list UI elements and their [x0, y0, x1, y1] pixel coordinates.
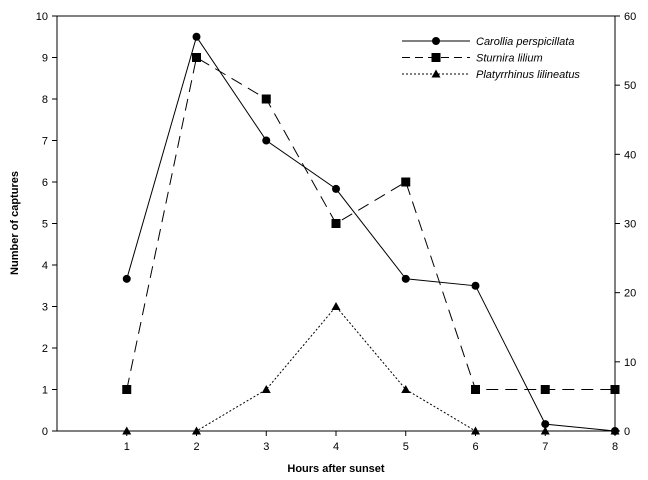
- right-tick-label: 10: [624, 357, 636, 369]
- x-axis-ticks: 1 2 3 4 5 6 7 8: [124, 431, 618, 453]
- right-tick-label: 40: [624, 149, 636, 161]
- x-axis-label: Hours after sunset: [287, 463, 385, 475]
- left-y-axis-ticks: 0 1 2 3 4 5 6 7 8 9 10: [36, 11, 57, 438]
- left-tick-label: 7: [42, 136, 48, 148]
- data-point: [541, 420, 550, 429]
- right-tick-label: 60: [624, 11, 636, 23]
- right-tick-label: 20: [624, 288, 636, 300]
- data-point: [331, 219, 341, 228]
- x-tick-label: 8: [612, 441, 618, 453]
- right-y-axis-ticks: 0 10 20 30 40 50 60: [615, 11, 636, 438]
- series-circle: [122, 32, 619, 435]
- left-tick-label: 1: [42, 385, 48, 397]
- data-point: [610, 385, 620, 394]
- series-line: [126, 305, 615, 432]
- data-point: [471, 281, 480, 290]
- data-point: [401, 385, 411, 393]
- data-point: [401, 177, 411, 187]
- left-tick-label: 9: [42, 53, 48, 65]
- data-point: [540, 385, 550, 394]
- left-tick-label: 6: [42, 177, 48, 189]
- data-point: [471, 426, 480, 435]
- data-point: [261, 385, 271, 393]
- data-point: [261, 94, 271, 104]
- x-tick-label: 1: [124, 441, 130, 453]
- left-tick-label: 10: [36, 11, 48, 23]
- y-axis-label: Number of captures: [9, 171, 21, 275]
- series-layer: [122, 32, 620, 435]
- data-point: [332, 184, 340, 193]
- legend: Carollia perspicillata Sturnira lilium Pla…: [402, 36, 580, 81]
- x-tick-label: 5: [403, 441, 409, 453]
- data-point: [192, 53, 201, 62]
- left-tick-label: 3: [42, 302, 48, 314]
- series-triangle: [122, 302, 620, 435]
- left-tick-label: 8: [42, 94, 48, 106]
- legend-label: Platyrrhinus lilineatus: [476, 69, 580, 81]
- data-point: [540, 426, 550, 435]
- legend-marker: [431, 53, 441, 62]
- right-tick-label: 30: [624, 219, 636, 231]
- series-line: [126, 35, 616, 432]
- data-point: [262, 136, 271, 145]
- data-point: [122, 385, 132, 394]
- right-tick-label: 0: [624, 426, 630, 438]
- legend-marker: [431, 69, 441, 78]
- left-tick-label: 4: [42, 260, 48, 272]
- data-point: [610, 426, 620, 435]
- series-square: [122, 53, 620, 394]
- data-point: [122, 274, 131, 283]
- left-tick-label: 5: [42, 219, 48, 231]
- x-tick-label: 3: [263, 441, 269, 453]
- series-line: [126, 56, 615, 390]
- data-point: [192, 426, 201, 435]
- right-tick-label: 50: [624, 80, 636, 92]
- legend-marker: [432, 37, 440, 45]
- left-tick-label: 0: [42, 426, 48, 438]
- data-point: [401, 274, 410, 283]
- x-tick-label: 7: [542, 441, 548, 453]
- data-point: [192, 32, 201, 41]
- data-point: [122, 426, 132, 435]
- x-tick-label: 4: [333, 441, 339, 453]
- data-point: [331, 302, 341, 310]
- legend-label: Sturnira lilium: [476, 53, 543, 65]
- data-point: [471, 385, 480, 394]
- legend-label: Carollia perspicillata: [476, 36, 574, 48]
- left-tick-label: 2: [42, 343, 48, 355]
- x-tick-label: 6: [472, 441, 478, 453]
- x-tick-label: 2: [193, 441, 199, 453]
